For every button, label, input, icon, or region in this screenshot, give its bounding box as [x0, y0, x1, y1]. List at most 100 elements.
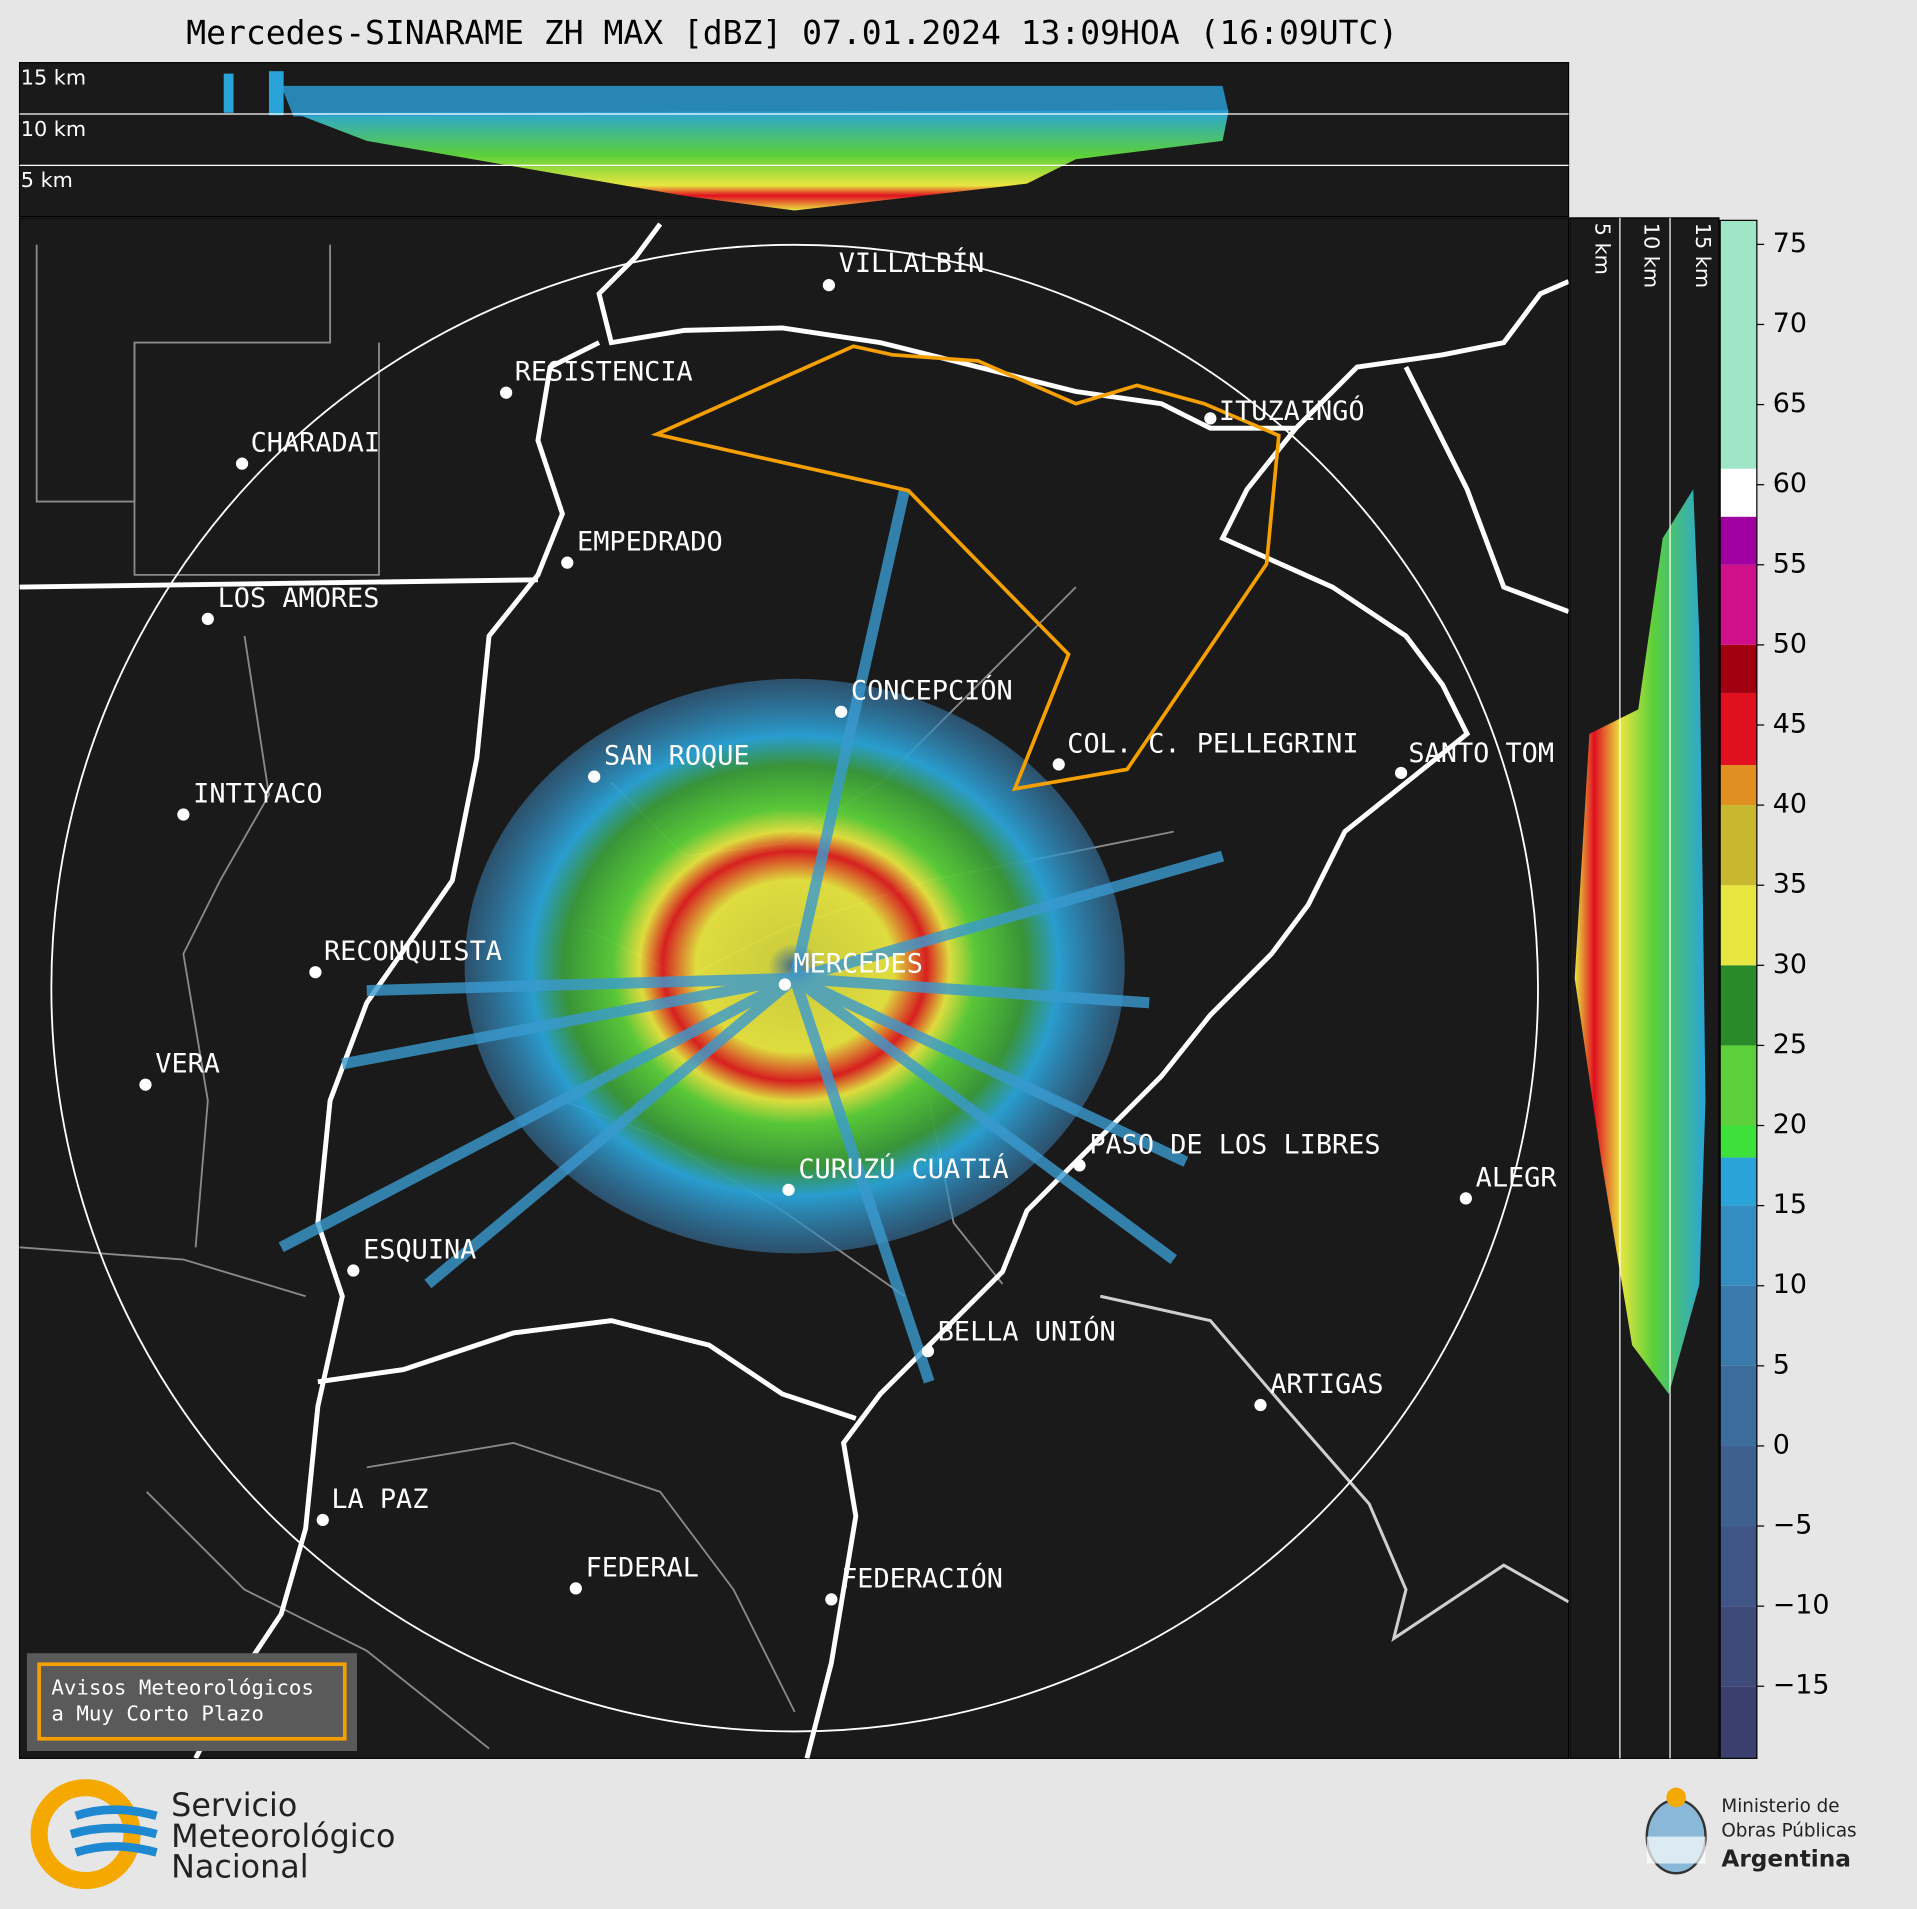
city-label: BELLA UNIÓN — [938, 1315, 1116, 1347]
colorbar-tick-label: 5 — [1773, 1349, 1790, 1380]
colorbar-band — [1720, 805, 1757, 886]
city-label: VILLALBÍN — [839, 247, 985, 279]
colorbar-band — [1720, 1445, 1757, 1527]
colorbar-tick-label: 40 — [1773, 789, 1807, 820]
warning-box-border — [37, 1662, 347, 1741]
colorbar-band — [1720, 1285, 1757, 1366]
logo-text: Nacional — [171, 1849, 308, 1885]
colorbar-frame — [1719, 219, 1758, 1759]
ministry-text: Obras Públicas — [1721, 1821, 1856, 1842]
range-ring — [50, 243, 1539, 1733]
colorbar-band — [1720, 1526, 1757, 1607]
city-label: CHARADAI — [251, 428, 380, 459]
ministry-emblem — [1645, 1787, 1707, 1875]
city-dot — [822, 279, 836, 292]
colorbar-band — [1720, 516, 1757, 565]
city-dot — [588, 770, 601, 783]
city-dot — [1073, 1159, 1086, 1172]
city-dot — [778, 978, 792, 991]
city-label: SAN ROQUE — [604, 741, 750, 772]
city-dot — [201, 612, 214, 626]
colorbar-tick-label: 20 — [1773, 1109, 1807, 1140]
colorbar-band — [1720, 1157, 1757, 1206]
colorbar-tick-label: 15 — [1773, 1189, 1807, 1220]
city-label: RESISTENCIA — [515, 357, 693, 388]
city-label: LOS AMORES — [218, 583, 380, 614]
colorbar-tick-label: 75 — [1773, 228, 1807, 259]
colorbar-tick-label: 10 — [1773, 1269, 1807, 1300]
height-label: 5 km — [21, 168, 73, 192]
city-label: EMPEDRADO — [577, 527, 723, 558]
city-dot — [139, 1078, 152, 1091]
country-borders — [1099, 1294, 1569, 1642]
city-dot — [1394, 766, 1408, 780]
city-label: COL. C. PELLEGRINI — [1067, 728, 1358, 759]
colorbar-band — [1720, 1125, 1757, 1158]
city-dot — [825, 1593, 838, 1606]
warning-text: a Muy Corto Plazo — [51, 1701, 264, 1725]
colorbar-tick-label: 55 — [1773, 548, 1807, 579]
colorbar-band — [1720, 1606, 1757, 1687]
city-label: ARTIGAS — [1270, 1369, 1383, 1400]
city-dot — [1052, 758, 1065, 771]
city-dot — [1459, 1192, 1472, 1205]
colorbar-tick-label: 45 — [1773, 708, 1807, 739]
city-label: ESQUINA — [363, 1234, 476, 1265]
colorbar-tick-label: 25 — [1773, 1029, 1807, 1060]
city-label: FEDERACIÓN — [841, 1562, 1003, 1594]
city-dot — [569, 1582, 582, 1595]
map: VILLALBÍN RESISTENCIA CHARADAI EMPEDRADO LOS… — [19, 222, 1569, 1759]
top-echo — [281, 85, 1229, 117]
colorbar-band — [1720, 220, 1757, 469]
smn-logo — [30, 1779, 158, 1890]
city-label: PASO DE LOS LIBRES — [1089, 1129, 1380, 1160]
colorbar-band — [1720, 765, 1757, 806]
height-label: 5 km — [1591, 223, 1615, 275]
rivers-borders — [19, 222, 1569, 1759]
colorbar-tick-label: −10 — [1773, 1590, 1830, 1621]
city-dot — [1204, 412, 1217, 425]
side-echo — [1574, 489, 1706, 1395]
height-label: 10 km — [1639, 223, 1663, 288]
height-label: 10 km — [21, 117, 86, 141]
city-label: SANTO TOM — [1408, 738, 1554, 769]
city-label: INTIYACO — [193, 778, 322, 809]
city-dot — [235, 457, 249, 470]
city-dot — [316, 1513, 329, 1527]
city-label: RECONQUISTA — [324, 936, 502, 967]
city-dot — [1254, 1398, 1267, 1412]
colorbar-band — [1720, 1205, 1757, 1286]
top-echo — [223, 73, 234, 113]
colorbar-tick-label: 50 — [1773, 628, 1807, 659]
colorbar-band — [1720, 1045, 1757, 1126]
colorbar-tick-label: −15 — [1773, 1670, 1830, 1701]
colorbar-band — [1720, 692, 1757, 766]
warning-box — [26, 1653, 357, 1752]
city-dot — [921, 1345, 935, 1358]
colorbar-band — [1720, 885, 1757, 966]
city-dot — [782, 1183, 795, 1196]
city-label: MERCEDES — [793, 948, 922, 979]
city-dot — [500, 386, 513, 399]
colorbar-tick-label: 35 — [1773, 869, 1807, 900]
city-label: CURUZÚ CUATIÁ — [798, 1153, 1008, 1185]
colorbar-band — [1720, 564, 1757, 645]
ministry-text: Argentina — [1721, 1845, 1851, 1872]
city-label: VERA — [155, 1049, 220, 1080]
ministry-text: Ministerio de — [1721, 1796, 1839, 1817]
colorbar-tick-label: 0 — [1773, 1429, 1790, 1460]
colorbar-band — [1720, 1365, 1757, 1446]
city-label: FEDERAL — [586, 1552, 699, 1583]
height-label: 15 km — [21, 66, 86, 90]
colorbar-tick-label: 65 — [1773, 388, 1807, 419]
colorbar-band — [1720, 644, 1757, 693]
colorbar-tick-label: −5 — [1773, 1510, 1813, 1541]
title: Mercedes-SINARAME ZH MAX [dBZ] 07.01.202… — [186, 13, 1398, 52]
logo-text: Meteorológico — [171, 1819, 395, 1855]
warning-text: Avisos Meteorológicos — [51, 1676, 314, 1700]
colorbar-band — [1720, 965, 1757, 1046]
city-label: ALEGR — [1476, 1162, 1558, 1193]
city-label: ITUZAINGÓ — [1219, 395, 1365, 427]
